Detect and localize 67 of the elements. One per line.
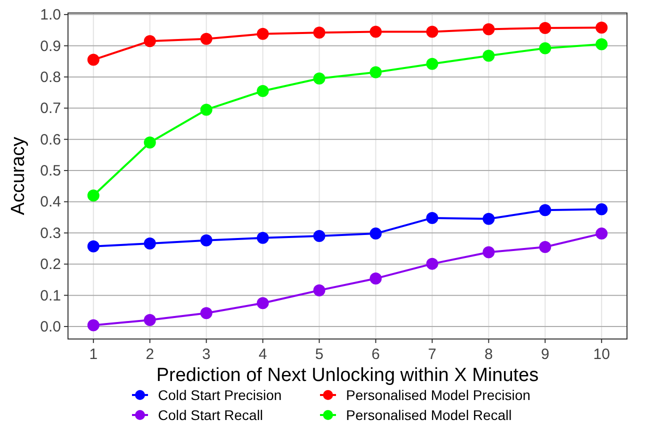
point bbox=[370, 26, 382, 38]
y-tick-label: 0.2 bbox=[40, 256, 61, 274]
point bbox=[426, 58, 438, 70]
point bbox=[596, 22, 608, 34]
x-tick-label: 5 bbox=[315, 346, 324, 363]
point bbox=[200, 234, 212, 246]
point bbox=[370, 66, 382, 78]
point bbox=[200, 32, 212, 45]
x-axis-title: Prediction of Next Unlocking within X Minutes bbox=[156, 365, 539, 386]
point bbox=[87, 319, 100, 332]
y-tick-label: 0.9 bbox=[40, 38, 61, 55]
point bbox=[370, 228, 382, 240]
point bbox=[200, 307, 212, 320]
x-tick-label: 6 bbox=[372, 346, 380, 363]
point bbox=[539, 240, 552, 253]
point bbox=[313, 284, 326, 296]
point bbox=[87, 240, 100, 252]
y-tick-label: 0.0 bbox=[40, 318, 61, 336]
point bbox=[87, 54, 100, 66]
point bbox=[596, 228, 608, 240]
x-tick-label: 9 bbox=[540, 346, 550, 363]
y-tick-label: 0.1 bbox=[40, 287, 61, 304]
x-tick-label: 10 bbox=[593, 346, 610, 363]
point bbox=[144, 35, 156, 48]
point bbox=[539, 22, 552, 34]
x-tick-label: 1 bbox=[89, 346, 98, 363]
x-tick-label: 3 bbox=[202, 346, 211, 363]
x-tick-label: 8 bbox=[484, 346, 493, 363]
point bbox=[313, 230, 326, 242]
y-tick-label: 0.5 bbox=[40, 162, 61, 180]
y-axis-title: Accuracy bbox=[8, 136, 29, 216]
point bbox=[482, 50, 495, 62]
point bbox=[144, 314, 156, 326]
y-tick-label: 0.6 bbox=[40, 131, 61, 148]
y-tick-label: 0.4 bbox=[40, 194, 61, 211]
y-tick-label: 0.7 bbox=[40, 100, 61, 118]
point bbox=[144, 238, 156, 250]
y-tick-label: 0.8 bbox=[40, 68, 61, 86]
legend-label: Cold Start Recall bbox=[158, 407, 264, 423]
point bbox=[482, 212, 495, 225]
legend-label: Personalised Model Recall bbox=[346, 407, 512, 423]
point bbox=[200, 104, 212, 116]
point bbox=[539, 204, 552, 216]
point bbox=[426, 258, 438, 270]
point bbox=[144, 136, 156, 148]
point bbox=[256, 84, 269, 97]
point bbox=[482, 23, 495, 36]
x-tick-label: 4 bbox=[258, 346, 267, 363]
point bbox=[370, 272, 382, 284]
x-tick-label: 7 bbox=[428, 346, 436, 363]
point bbox=[87, 190, 100, 202]
point bbox=[596, 203, 608, 216]
point bbox=[596, 38, 608, 50]
legend-label: Cold Start Precision bbox=[158, 387, 282, 403]
point bbox=[426, 212, 438, 224]
point bbox=[256, 297, 269, 310]
point bbox=[482, 246, 495, 258]
legend-label: Personalised Model Precision bbox=[346, 387, 530, 403]
point bbox=[313, 26, 326, 39]
x-tick-label: 2 bbox=[146, 346, 154, 363]
point bbox=[256, 28, 269, 40]
y-tick-label: 1.0 bbox=[40, 6, 61, 24]
point bbox=[426, 26, 438, 38]
point bbox=[256, 232, 269, 244]
y-tick-label: 0.3 bbox=[40, 224, 61, 242]
point bbox=[539, 42, 552, 54]
point bbox=[313, 72, 326, 85]
